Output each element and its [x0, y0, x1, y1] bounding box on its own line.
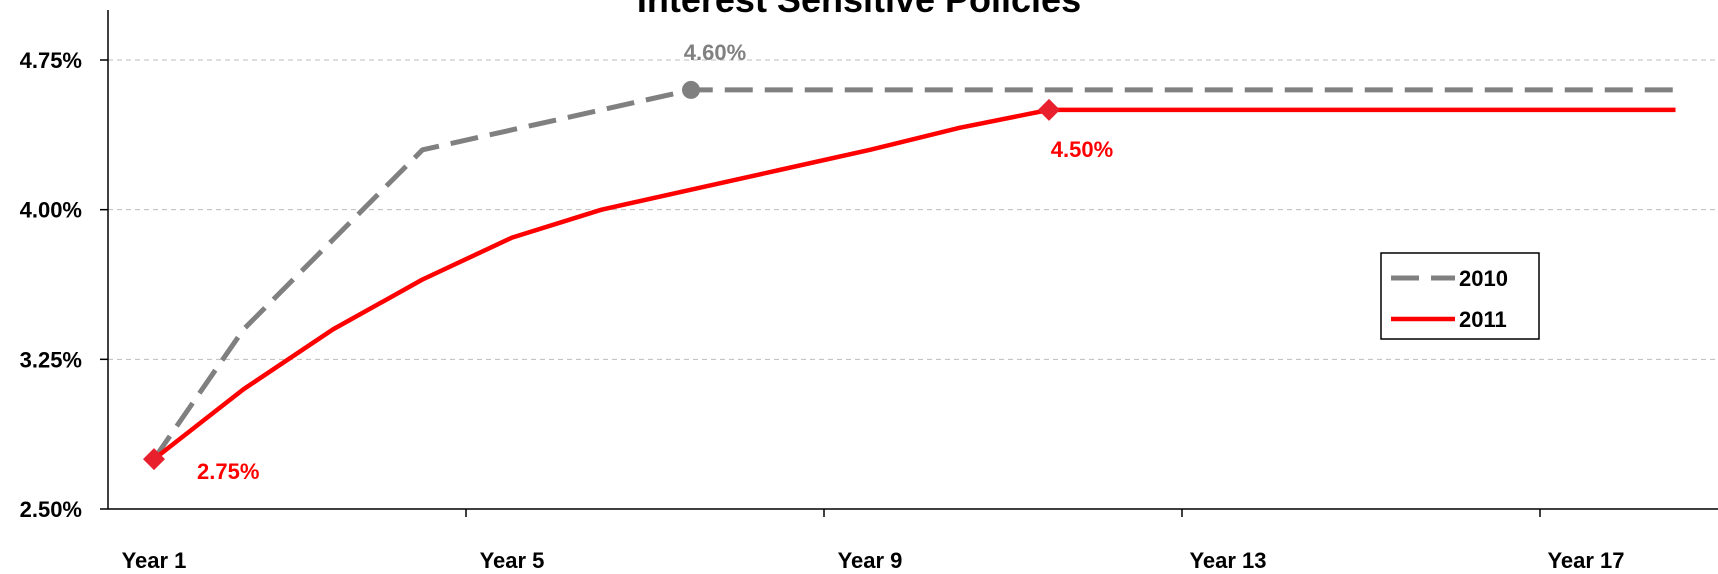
y-tick-label-0: 2.50% [20, 497, 82, 522]
gridlines [108, 59, 1718, 360]
marker-2011-1 [1038, 98, 1060, 121]
marker-2011-0 [143, 448, 165, 471]
axes [107, 10, 1718, 510]
x-tick-label-3: Year 13 [1189, 548, 1266, 573]
x-tick-label-4: Year 17 [1547, 548, 1624, 573]
x-tick-label-1: Year 5 [480, 548, 545, 573]
marker-2010-0 [682, 80, 700, 99]
legend-label-2011: 2011 [1459, 307, 1507, 332]
data-label-2011-plateau: 4.50% [1051, 137, 1113, 162]
data-label-2010-peak: 4.60% [684, 40, 746, 65]
series-group [151, 87, 1676, 461]
legend: 2010 2011 [1380, 252, 1540, 340]
y-tick-label-1: 3.25% [20, 347, 82, 372]
series-line-2011 [152, 107, 1676, 461]
y-tick-label-2: 4.00% [20, 198, 82, 223]
legend-label-2010: 2010 [1459, 266, 1508, 291]
data-label-2011-start: 2.75% [197, 459, 259, 484]
x-tick-label-0: Year 1 [122, 548, 187, 573]
x-axis-ticks: Year 1 Year 5 Year 9 Year 13 Year 17 [122, 509, 1625, 573]
series-line-2010 [151, 87, 1676, 461]
y-axis-ticks: 2.50% 3.25% 4.00% 4.75% [20, 48, 108, 522]
y-tick-label-3: 4.75% [20, 48, 82, 73]
x-tick-label-2: Year 9 [838, 548, 903, 573]
legend-box [1380, 252, 1540, 340]
chart-title: Interest Sensitive Policies [637, 0, 1081, 20]
data-label-group: 4.60% 2.75% 4.50% [197, 40, 1113, 484]
marker-group [143, 80, 1060, 471]
